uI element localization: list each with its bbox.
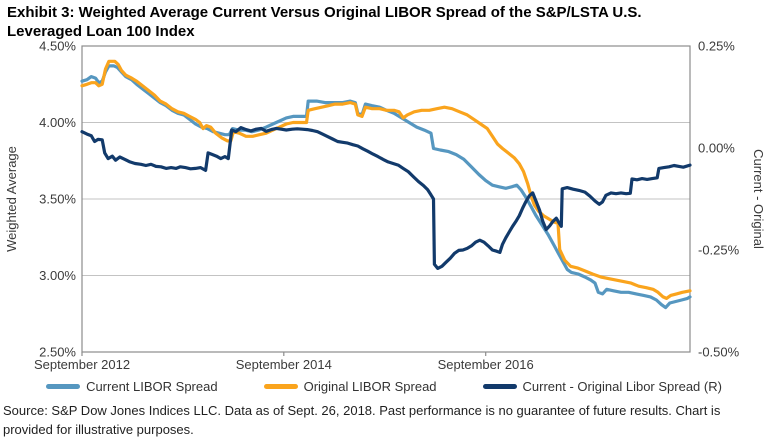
left-axis-tick-label: 4.00% — [39, 115, 76, 130]
legend-label-diff: Current - Original Libor Spread (R) — [522, 379, 722, 394]
right-axis-title: Current - Original — [751, 149, 766, 249]
chart-title-line-2: Leveraged Loan 100 Index — [7, 23, 195, 40]
right-axis-tick-label: -0.25% — [698, 243, 740, 258]
chart-legend: Current LIBOR Spread Original LIBOR Spre… — [0, 379, 768, 394]
left-axis-tick-label: 4.50% — [39, 39, 76, 54]
chart-title: Exhibit 3: Weighted Average Current Vers… — [7, 3, 759, 41]
diff-line-swatch-icon — [482, 384, 517, 389]
legend-label-original: Original LIBOR Spread — [303, 379, 437, 394]
legend-item-current: Current LIBOR Spread — [46, 379, 218, 394]
chart-title-line-1: Exhibit 3: Weighted Average Current Vers… — [7, 4, 642, 21]
x-axis-tick-label: September 2012 — [34, 357, 130, 372]
current-line-swatch-icon — [46, 384, 81, 389]
plot-border — [81, 45, 691, 353]
right-axis-tick-label: 0.25% — [698, 39, 735, 54]
legend-item-original: Original LIBOR Spread — [263, 379, 437, 394]
left-axis-title: Weighted Average — [4, 146, 19, 252]
source-note: Source: S&P Dow Jones Indices LLC. Data … — [3, 403, 721, 437]
series-line-0 — [80, 64, 692, 310]
right-axis-tick-label: 0.00% — [698, 141, 735, 156]
series-line-1 — [80, 59, 692, 300]
original-line-swatch-icon — [263, 384, 298, 389]
series-line-2 — [80, 125, 692, 270]
legend-item-diff: Current - Original Libor Spread (R) — [482, 379, 722, 394]
left-axis-tick-label: 3.50% — [39, 192, 76, 207]
x-axis-tick-label: September 2014 — [236, 357, 332, 372]
x-axis-tick-label: September 2016 — [438, 357, 534, 372]
left-axis-tick-label: 3.00% — [39, 268, 76, 283]
right-axis-tick-label: -0.50% — [698, 345, 740, 360]
left-axis-tick-label: 2.50% — [39, 345, 76, 360]
legend-label-current: Current LIBOR Spread — [86, 379, 218, 394]
